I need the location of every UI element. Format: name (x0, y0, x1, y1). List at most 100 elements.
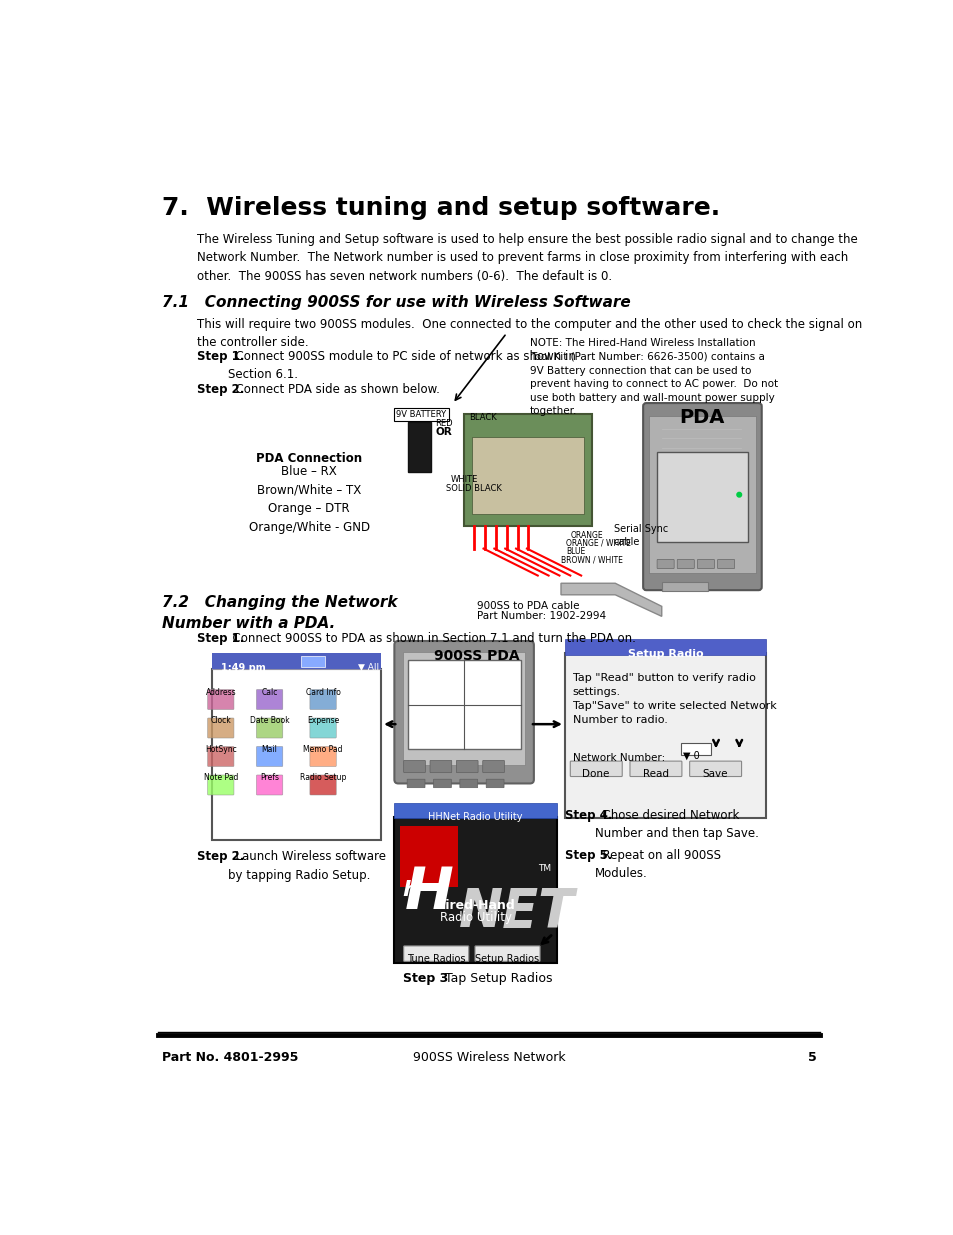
Text: Step 5.: Step 5. (564, 848, 612, 862)
Text: 7.2   Changing the Network
Number with a PDA.: 7.2 Changing the Network Number with a P… (162, 595, 397, 631)
FancyBboxPatch shape (256, 718, 282, 739)
Text: HotSync: HotSync (205, 745, 236, 753)
Text: Part Number: 1902-2994: Part Number: 1902-2994 (476, 611, 606, 621)
Text: Connect PDA side as shown below.: Connect PDA side as shown below. (228, 383, 439, 396)
Text: Card Info: Card Info (305, 688, 340, 697)
Text: ORANGE: ORANGE (570, 531, 602, 540)
FancyBboxPatch shape (629, 761, 681, 777)
Text: Step 1.: Step 1. (196, 350, 244, 363)
Text: H: H (404, 864, 454, 921)
Text: Tap Setup Radios: Tap Setup Radios (440, 972, 552, 986)
FancyBboxPatch shape (642, 403, 760, 590)
FancyBboxPatch shape (407, 421, 431, 472)
FancyBboxPatch shape (403, 946, 468, 961)
FancyBboxPatch shape (459, 779, 477, 788)
Text: 7.1   Connecting 900SS for use with Wireless Software: 7.1 Connecting 900SS for use with Wirele… (162, 294, 630, 310)
Text: BROWN / WHITE: BROWN / WHITE (560, 556, 622, 564)
FancyBboxPatch shape (680, 742, 710, 755)
Text: OR: OR (435, 427, 452, 437)
Text: Radio Setup: Radio Setup (299, 773, 346, 783)
FancyBboxPatch shape (212, 653, 381, 668)
Text: Step 2.: Step 2. (196, 383, 244, 396)
FancyBboxPatch shape (697, 559, 714, 568)
Text: Step 3: Step 3 (402, 972, 448, 986)
FancyBboxPatch shape (689, 761, 740, 777)
FancyBboxPatch shape (310, 689, 335, 710)
Text: 900SS PDA: 900SS PDA (434, 650, 519, 663)
Text: Save: Save (701, 769, 727, 779)
Text: Tune Radios: Tune Radios (407, 953, 465, 963)
FancyBboxPatch shape (430, 761, 452, 773)
Polygon shape (560, 583, 661, 616)
FancyBboxPatch shape (486, 779, 503, 788)
Text: Setup Radios: Setup Radios (475, 953, 539, 963)
FancyBboxPatch shape (564, 652, 765, 818)
FancyBboxPatch shape (394, 803, 557, 818)
Text: Serial Sync
cable: Serial Sync cable (613, 524, 667, 547)
FancyBboxPatch shape (407, 779, 424, 788)
Text: The Wireless Tuning and Setup software is used to help ensure the best possible : The Wireless Tuning and Setup software i… (196, 233, 857, 283)
Text: h: h (402, 879, 417, 900)
Text: Step 2.: Step 2. (196, 851, 244, 863)
Text: Connect 900SS to PDA as shown in Section 7.1 and turn the PDA on.: Connect 900SS to PDA as shown in Section… (225, 632, 636, 645)
Text: BLACK: BLACK (469, 412, 497, 422)
FancyBboxPatch shape (300, 656, 325, 667)
Text: Note Pad: Note Pad (203, 773, 237, 783)
Text: 9V BATTERY: 9V BATTERY (396, 410, 446, 419)
Text: Connect 900SS module to PC side of network as shown in
Section 6.1.: Connect 900SS module to PC side of netwo… (228, 350, 575, 382)
FancyBboxPatch shape (208, 689, 233, 710)
Circle shape (736, 493, 740, 496)
Text: Date Book: Date Book (250, 716, 289, 725)
Text: ▼ All: ▼ All (357, 662, 378, 672)
FancyBboxPatch shape (570, 761, 621, 777)
Text: WHITE: WHITE (451, 475, 477, 484)
FancyBboxPatch shape (403, 761, 425, 773)
Text: PDA Connection: PDA Connection (255, 452, 362, 466)
Text: 7.  Wireless tuning and setup software.: 7. Wireless tuning and setup software. (162, 196, 720, 220)
Text: TM: TM (537, 864, 550, 873)
Text: Calc: Calc (261, 688, 277, 697)
Text: Read: Read (642, 769, 668, 779)
Text: ▼ 0: ▼ 0 (682, 751, 700, 761)
Text: SOLID BLACK: SOLID BLACK (446, 484, 501, 493)
FancyBboxPatch shape (407, 661, 520, 748)
FancyBboxPatch shape (310, 746, 335, 767)
Text: Step 4.: Step 4. (564, 809, 612, 821)
Text: Address: Address (205, 688, 235, 697)
Text: Expense: Expense (307, 716, 339, 725)
Text: Clock: Clock (211, 716, 231, 725)
Text: Chose desired Network
Number and then tap Save.: Chose desired Network Number and then ta… (595, 809, 759, 840)
FancyBboxPatch shape (256, 776, 282, 795)
FancyBboxPatch shape (661, 582, 707, 592)
FancyBboxPatch shape (310, 718, 335, 739)
Text: Launch Wireless software
by tapping Radio Setup.: Launch Wireless software by tapping Radi… (228, 851, 385, 882)
FancyBboxPatch shape (677, 559, 694, 568)
Text: Prefs: Prefs (260, 773, 279, 783)
Text: Radio Utility: Radio Utility (439, 910, 511, 924)
FancyBboxPatch shape (649, 416, 755, 573)
FancyBboxPatch shape (394, 641, 534, 783)
Text: Tap "Read" button to verify radio
settings.: Tap "Read" button to verify radio settin… (572, 673, 755, 698)
Text: Tap"Save" to write selected Network
Number to radio.: Tap"Save" to write selected Network Numb… (572, 701, 776, 725)
Text: Mail: Mail (261, 745, 277, 753)
FancyBboxPatch shape (475, 946, 539, 961)
FancyBboxPatch shape (464, 414, 592, 526)
Text: Step 1.: Step 1. (196, 632, 244, 645)
Text: Blue – RX
Brown/White – TX
Orange – DTR
Orange/White - GND: Blue – RX Brown/White – TX Orange – DTR … (249, 466, 370, 534)
Text: ORANGE / WHITE: ORANGE / WHITE (566, 538, 631, 547)
Text: 900SS Wireless Network: 900SS Wireless Network (413, 1051, 564, 1063)
FancyBboxPatch shape (212, 668, 381, 840)
FancyBboxPatch shape (657, 559, 674, 568)
FancyBboxPatch shape (657, 452, 747, 542)
Text: Network Number:: Network Number: (572, 752, 664, 763)
FancyBboxPatch shape (256, 689, 282, 710)
FancyBboxPatch shape (472, 437, 583, 514)
Text: RED: RED (435, 419, 453, 429)
Text: BLUE: BLUE (566, 547, 585, 556)
Text: 5: 5 (807, 1051, 816, 1063)
Text: Memo Pad: Memo Pad (303, 745, 342, 753)
FancyBboxPatch shape (433, 779, 451, 788)
Text: NET: NET (458, 885, 575, 937)
FancyBboxPatch shape (399, 826, 457, 888)
FancyBboxPatch shape (256, 746, 282, 767)
